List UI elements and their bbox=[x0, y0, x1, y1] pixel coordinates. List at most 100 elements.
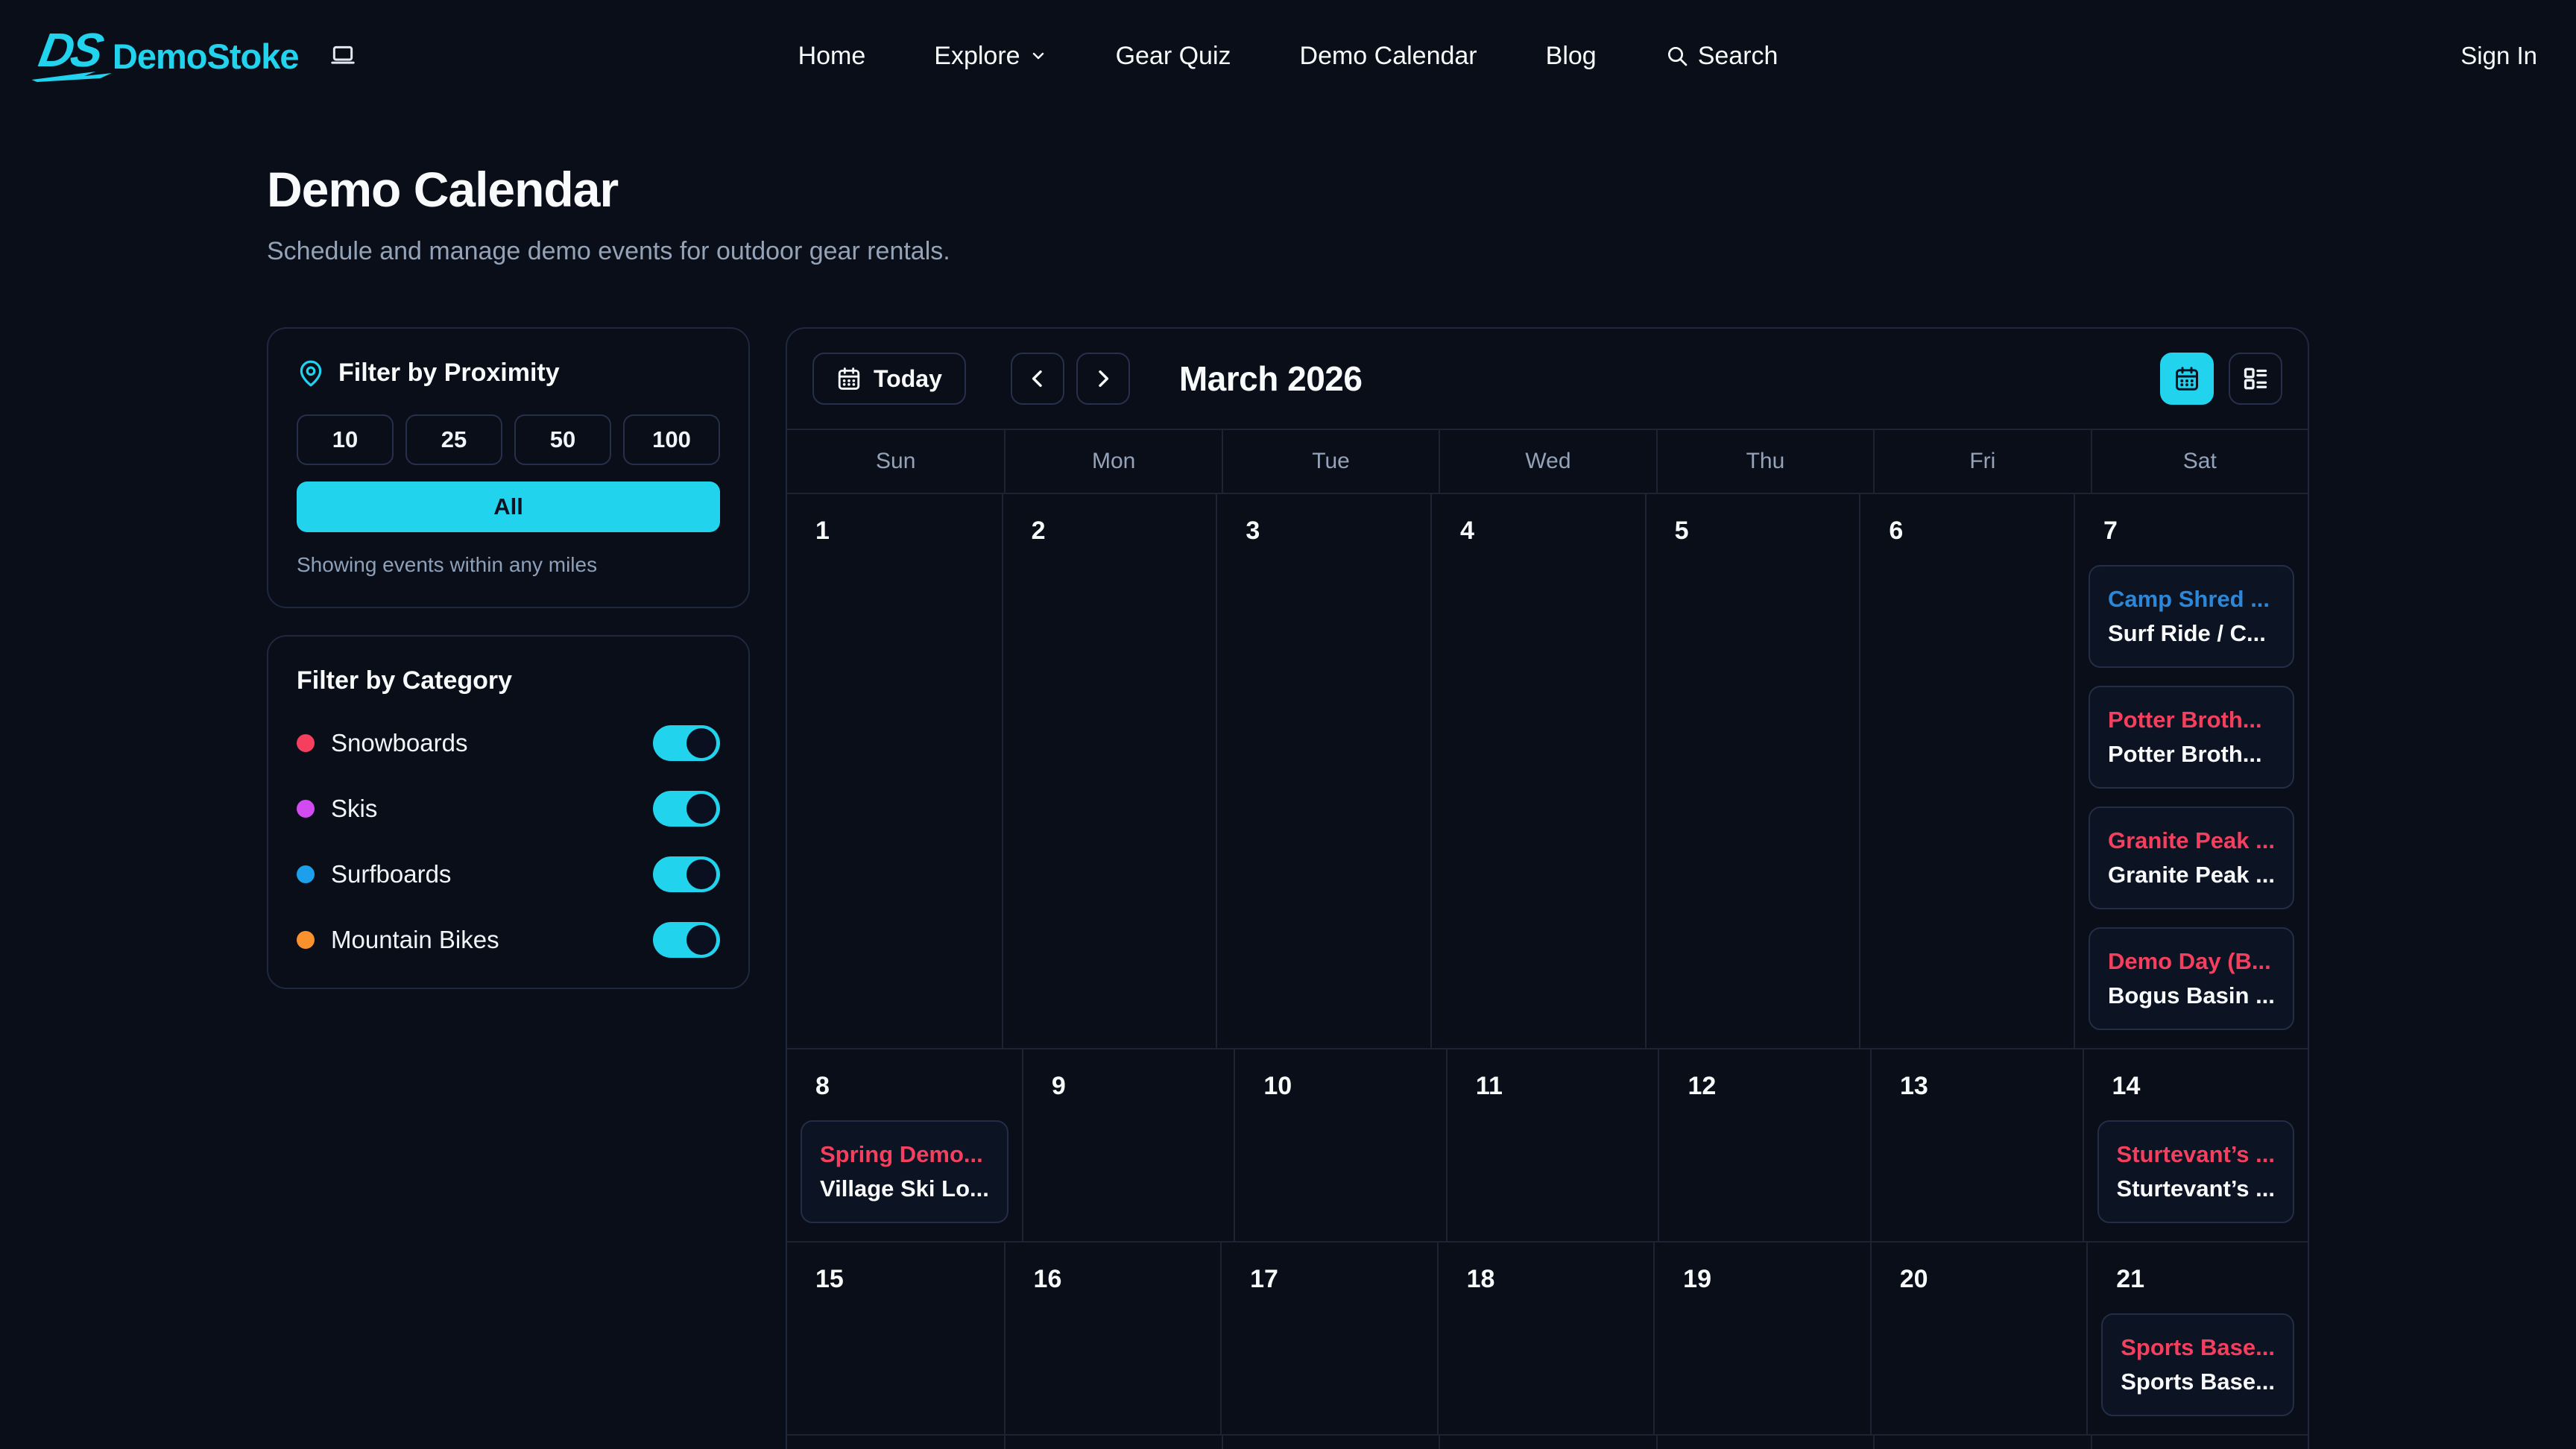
day-cell-2: 2 bbox=[1001, 494, 1216, 1048]
chevron-left-icon bbox=[1026, 367, 1049, 391]
day-number: 21 bbox=[2116, 1265, 2145, 1293]
day-cell-4: 4 bbox=[1430, 494, 1645, 1048]
day-cell-1: 1 bbox=[787, 494, 1002, 1048]
proximity-option-100[interactable]: 100 bbox=[623, 414, 720, 465]
event-title: Sports Base... bbox=[2121, 1334, 2275, 1360]
weekday-header-mon: Mon bbox=[1004, 430, 1221, 493]
next-month-button[interactable] bbox=[1076, 353, 1130, 405]
day-cell-21: 21 Sports Base... Sports Base... bbox=[2086, 1243, 2308, 1434]
main-content: Demo Calendar Schedule and manage demo e… bbox=[267, 112, 2309, 1449]
proximity-all-button[interactable]: All bbox=[297, 482, 720, 532]
category-row-snowboards: Snowboards bbox=[297, 725, 720, 761]
laptop-icon bbox=[328, 41, 358, 71]
prev-month-button[interactable] bbox=[1010, 353, 1064, 405]
toggle-knob bbox=[686, 925, 716, 955]
brand-logo[interactable]: DS DemoStoke bbox=[31, 23, 300, 83]
filters-sidebar: Filter by Proximity 10 25 50 100 All Showin… bbox=[267, 327, 750, 989]
weekday-header-thu: Thu bbox=[1655, 430, 1873, 493]
category-label: Surfboards bbox=[331, 860, 452, 888]
day-cell-22: 22 bbox=[787, 1436, 1004, 1449]
category-filter-panel: Filter by Category Snowboards Skis Surfboa… bbox=[267, 635, 750, 989]
list-view-button[interactable] bbox=[2229, 353, 2282, 405]
day-cell-25: 25 bbox=[1439, 1436, 1655, 1449]
day-number: 27 bbox=[1875, 1436, 2090, 1449]
logo-ds-monogram: DS bbox=[31, 23, 112, 83]
chevron-right-icon bbox=[1091, 367, 1115, 391]
nav-link-search[interactable]: Search bbox=[1665, 42, 1778, 71]
category-color-dot bbox=[297, 865, 315, 883]
day-cell-27: 27 bbox=[1873, 1436, 2090, 1449]
day-number: 23 bbox=[1006, 1436, 1221, 1449]
category-toggle-surfboards[interactable] bbox=[653, 856, 720, 892]
event-subtitle: Potter Broth... bbox=[2107, 741, 2262, 767]
toggle-knob bbox=[686, 794, 716, 824]
nav-link-explore[interactable]: Explore bbox=[934, 42, 1046, 71]
day-number: 1 bbox=[815, 517, 830, 545]
weekday-header-sun: Sun bbox=[876, 449, 916, 473]
event-card[interactable]: Granite Peak ... Granite Peak ... bbox=[2088, 806, 2294, 909]
day-events: Sports Base... Sports Base... bbox=[2088, 1294, 2308, 1419]
day-number: 9 bbox=[1051, 1072, 1066, 1100]
nav-link-demo-calendar[interactable]: Demo Calendar bbox=[1300, 42, 1477, 71]
event-subtitle: Surf Ride / C... bbox=[2107, 620, 2266, 646]
event-card[interactable]: Demo Day (B... Bogus Basin ... bbox=[2088, 927, 2294, 1030]
calendar-view-button[interactable] bbox=[2160, 353, 2214, 405]
day-number: 16 bbox=[1033, 1265, 1062, 1293]
event-card[interactable]: Potter Broth... Potter Broth... bbox=[2088, 686, 2294, 789]
day-number: 15 bbox=[815, 1265, 844, 1293]
chevron-down-icon bbox=[1029, 47, 1047, 65]
month-label: March 2026 bbox=[1178, 359, 1363, 398]
calendar-grid: 1 2 3 4 5 6 7 Camp Shred ... Surf Ride / C... Pot… bbox=[787, 494, 2308, 1449]
event-card[interactable]: Camp Shred ... Surf Ride / C... bbox=[2088, 565, 2294, 668]
day-number: 3 bbox=[1246, 517, 1260, 545]
day-number: 19 bbox=[1683, 1265, 1711, 1293]
proximity-option-10[interactable]: 10 bbox=[297, 414, 394, 465]
category-toggle-mountain-bikes[interactable] bbox=[653, 922, 720, 958]
proximity-option-25[interactable]: 25 bbox=[405, 414, 502, 465]
calendar-week-row: 15 16 17 18 19 20 21 Sports Base... Sports Base.… bbox=[787, 1243, 2308, 1436]
event-subtitle: Sturtevant’s ... bbox=[2116, 1175, 2275, 1202]
day-cell-6: 6 bbox=[1859, 494, 2074, 1048]
logo-underline-swoosh bbox=[31, 71, 112, 82]
day-cell-5: 5 bbox=[1644, 494, 1860, 1048]
day-events: Spring Demo... Village Ski Lo... bbox=[787, 1101, 1022, 1226]
day-events: Sturtevant’s ... Sturtevant’s ... bbox=[2084, 1101, 2308, 1226]
calendar-icon bbox=[836, 366, 862, 391]
day-number: 22 bbox=[787, 1436, 1004, 1449]
day-cell-26: 26 bbox=[1655, 1436, 1873, 1449]
category-row-mountain-bikes: Mountain Bikes bbox=[297, 922, 720, 958]
event-title: Sturtevant’s ... bbox=[2116, 1141, 2275, 1167]
nav-link-gear-quiz[interactable]: Gear Quiz bbox=[1116, 42, 1231, 71]
event-card[interactable]: Sturtevant’s ... Sturtevant’s ... bbox=[2097, 1120, 2294, 1223]
category-toggle-skis[interactable] bbox=[653, 791, 720, 827]
nav-link-label: Gear Quiz bbox=[1115, 41, 1231, 70]
page-title: Demo Calendar bbox=[267, 162, 619, 217]
day-number: 24 bbox=[1223, 1436, 1439, 1449]
search-icon bbox=[1665, 44, 1689, 68]
sign-in-button[interactable]: Sign In bbox=[2460, 42, 2538, 69]
proximity-options: 10 25 50 100 bbox=[297, 414, 720, 465]
day-cell-12: 12 bbox=[1658, 1049, 1870, 1241]
event-card[interactable]: Sports Base... Sports Base... bbox=[2101, 1313, 2294, 1416]
brand-name: DemoStoke bbox=[112, 36, 300, 76]
nav-link-label: Blog bbox=[1545, 41, 1597, 70]
nav-link-blog[interactable]: Blog bbox=[1546, 42, 1597, 71]
category-row-surfboards: Surfboards bbox=[297, 856, 720, 892]
event-title: Granite Peak ... bbox=[2107, 827, 2275, 853]
event-subtitle: Granite Peak ... bbox=[2107, 862, 2275, 888]
day-number: 20 bbox=[1899, 1265, 1928, 1293]
event-card[interactable]: Spring Demo... Village Ski Lo... bbox=[801, 1120, 1008, 1223]
nav-link-home[interactable]: Home bbox=[798, 42, 866, 71]
event-subtitle: Bogus Basin ... bbox=[2107, 982, 2275, 1008]
day-cell-18: 18 bbox=[1436, 1243, 1654, 1434]
category-toggle-snowboards[interactable] bbox=[653, 725, 720, 761]
category-color-dot bbox=[297, 800, 315, 818]
day-number: 10 bbox=[1263, 1072, 1292, 1100]
category-color-dot bbox=[297, 734, 315, 752]
day-number: 12 bbox=[1688, 1072, 1717, 1100]
day-number: 8 bbox=[815, 1072, 830, 1100]
day-events: Camp Shred ... Surf Ride / C... Potter Bro… bbox=[2075, 546, 2308, 1033]
event-title: Potter Broth... bbox=[2107, 707, 2262, 733]
today-button[interactable]: Today bbox=[812, 353, 966, 405]
proximity-option-50[interactable]: 50 bbox=[514, 414, 611, 465]
